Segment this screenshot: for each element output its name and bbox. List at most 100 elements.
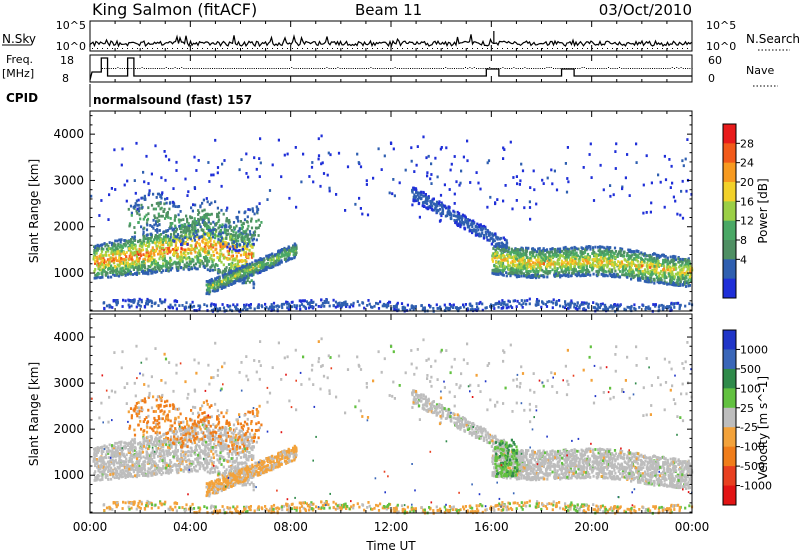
power-echo-cell	[182, 239, 185, 243]
power-echo-cell	[245, 234, 248, 238]
power-echo-cell	[594, 257, 597, 261]
power-echo-cell	[190, 216, 193, 220]
power-echo-cell	[609, 251, 612, 255]
power-echo-cell	[154, 269, 157, 272]
power-echo-cell	[433, 208, 436, 212]
nave-dot	[302, 68, 304, 69]
power-echo-cell	[491, 260, 495, 263]
power-echo-cell	[134, 244, 137, 248]
power-echo-cell	[239, 220, 242, 223]
power-echo-cell	[218, 276, 221, 280]
nsearch-dot	[112, 48, 113, 49]
power-echo-cell	[608, 256, 611, 260]
power-echo-cell	[136, 203, 139, 207]
power-echo-cell	[624, 267, 627, 271]
power-echo-cell	[135, 254, 139, 258]
nave-dot	[652, 68, 653, 69]
power-echo-cell	[234, 269, 237, 273]
power-echo-cell	[545, 256, 548, 259]
nave-dot	[165, 67, 167, 68]
power-echo-cell	[224, 269, 227, 272]
power-echo-cell	[263, 266, 266, 269]
power-echo-cell	[666, 268, 669, 272]
power-echo-cell	[113, 265, 116, 268]
power-echo-cell	[538, 253, 541, 257]
power-echo-cell	[604, 273, 607, 277]
power-echo-cell	[233, 258, 236, 262]
power-echo-cell	[656, 262, 659, 266]
power-echo-cell	[209, 281, 212, 285]
nave-dot	[467, 68, 469, 69]
power-echo-cell	[655, 260, 658, 264]
power-echo-cell	[632, 250, 635, 254]
power-echo-cell	[613, 303, 616, 307]
power-echo-cell	[654, 271, 657, 275]
power-echo-cell	[190, 267, 194, 271]
power-echo-cell	[518, 302, 521, 305]
power-echo-cell	[161, 214, 164, 218]
power-echo-cell	[145, 250, 148, 254]
power-echo-cell	[501, 268, 504, 272]
power-echo-cell	[537, 255, 540, 259]
power-echo-cell	[139, 238, 142, 242]
power-echo-cell	[504, 257, 507, 261]
power-echo-cell	[138, 213, 141, 217]
power-echo-cell	[633, 274, 636, 278]
power-echo-cell	[643, 273, 646, 276]
power-echo-cell	[449, 305, 452, 308]
nave-dot	[379, 68, 381, 69]
power-echo-cell	[491, 271, 494, 275]
power-echo-cell	[195, 221, 198, 225]
power-echo-cell	[490, 242, 493, 246]
power-echo-cell	[594, 259, 597, 263]
power-echo-cell	[291, 257, 294, 260]
power-echo-cell	[163, 254, 166, 258]
power-echo-cell	[579, 262, 582, 266]
power-echo-cell	[550, 259, 553, 262]
nave-dot	[546, 67, 548, 68]
nave-dot	[614, 68, 616, 69]
power-echo-cell	[231, 254, 234, 258]
power-echo-cell	[463, 305, 466, 309]
power-echo-cell	[455, 220, 458, 224]
power-echo-cell	[557, 254, 560, 257]
power-echo-cell	[660, 269, 663, 273]
power-echo-cell	[150, 249, 153, 253]
power-echo-cell	[608, 267, 611, 271]
power-echo-cell	[201, 201, 204, 205]
power-echo-cell	[220, 242, 223, 246]
power-echo-cell	[232, 221, 236, 224]
power-echo-cell	[546, 259, 549, 263]
nave-dot	[462, 68, 464, 69]
power-echo-cell	[112, 270, 115, 274]
power-echo-cell	[484, 230, 487, 234]
power-echo-cell	[227, 263, 231, 266]
power-echo-cell	[602, 271, 605, 274]
power-echo-cell	[602, 251, 605, 255]
power-echo-cell	[107, 264, 110, 268]
power-echo-cell	[587, 256, 590, 260]
nsearch-dot	[167, 48, 168, 49]
nave-dot	[359, 68, 361, 69]
power-echo-cell	[92, 257, 95, 261]
power-echo-cell	[225, 266, 228, 269]
power-echo-cell	[570, 268, 574, 271]
power-echo-cell	[221, 245, 224, 248]
power-echo-cell	[242, 279, 245, 282]
power-echo-cell	[584, 255, 587, 259]
power-echo-cell	[635, 264, 638, 268]
power-echo-cell	[160, 206, 163, 210]
power-echo-cell	[614, 256, 617, 260]
power-echo-cell	[157, 267, 160, 271]
power-echo-cell	[242, 253, 245, 256]
power-echo-cell	[104, 273, 107, 276]
power-echo-cell	[284, 253, 287, 257]
power-echo-cell	[477, 228, 480, 232]
power-echo-cell	[146, 258, 149, 262]
power-echo-cell	[481, 225, 484, 228]
nsearch-dot	[182, 48, 183, 49]
power-echo-cell	[157, 201, 160, 205]
power-echo-cell	[170, 243, 173, 246]
nsearch-dot	[657, 48, 658, 49]
power-echo-cell	[134, 251, 137, 255]
